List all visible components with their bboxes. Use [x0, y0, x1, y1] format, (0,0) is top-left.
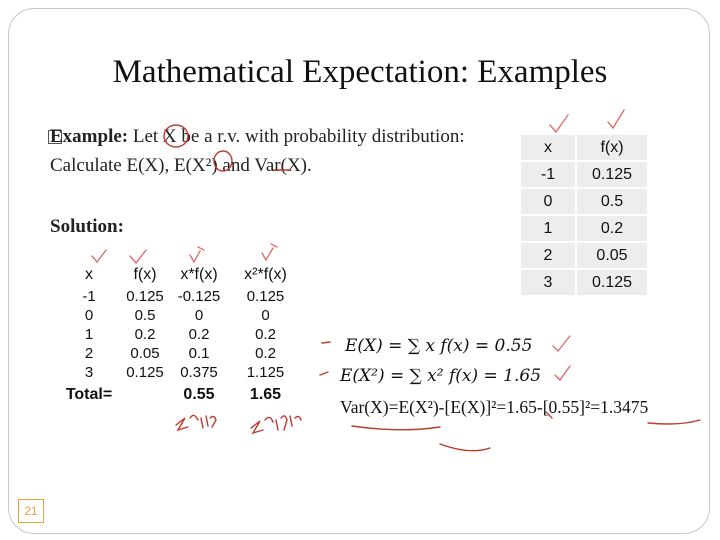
- underline-mark: [647, 419, 701, 425]
- header-x: x: [85, 266, 93, 283]
- slide-title: Mathematical Expectation: Examples: [112, 54, 608, 90]
- cell-x: 3: [84, 364, 94, 381]
- cell-x: 0: [84, 307, 94, 324]
- cell-fx: 0.5: [134, 307, 156, 324]
- dash-mark: [319, 371, 329, 376]
- cell-fx: 0.125: [126, 364, 164, 381]
- cell-fx: 0.2: [575, 214, 649, 243]
- cell-fx: 0.125: [575, 160, 649, 189]
- tick-mark: [91, 249, 107, 264]
- cell-x: 0: [519, 187, 577, 216]
- distribution-table: x f(x) -1 0.125 0 0.5 1 0.2 2 0.05 3 0.125: [519, 133, 649, 297]
- cell-x2fx: 0.125: [246, 288, 285, 305]
- example-label: Example:: [50, 126, 129, 147]
- total-xfx: 0.55: [183, 386, 215, 403]
- cell-xfx: 0.1: [188, 345, 210, 362]
- cell-x: 1: [519, 214, 577, 243]
- cell-fx: 0.05: [575, 241, 649, 270]
- cell-x2fx: 0.2: [255, 345, 276, 362]
- table-row: -1 0.125: [519, 160, 649, 189]
- cell-x: 2: [519, 241, 577, 270]
- table-row: 0 0.5 0 0: [58, 306, 303, 325]
- sigma-xfx-scribble: [175, 414, 217, 432]
- cell-x2fx: 0: [261, 307, 270, 324]
- header-fx: f(x): [575, 133, 649, 162]
- cell-x2fx: 0.2: [255, 326, 276, 343]
- page-number: 21: [18, 499, 44, 523]
- dash-mark: [545, 411, 553, 419]
- second-moment-equation: E(X²) = ∑ x² f(x) = 1.65: [340, 366, 542, 386]
- dash-mark: [321, 341, 331, 344]
- cell-x2fx: 1.125: [246, 364, 285, 381]
- header-x2fx: x²*f(x): [244, 266, 287, 283]
- table-row: 2 0.05: [519, 241, 649, 270]
- tick-mark: [189, 246, 205, 264]
- bullet-icon: [48, 130, 62, 144]
- solution-table: x f(x) x*f(x) x²*f(x) -1 0.125 -0.125 0.125…: [58, 263, 303, 408]
- tick-mark: [552, 335, 571, 353]
- example-line: Example: Let X be a r.v. with probabilit…: [50, 126, 465, 148]
- example-text: Let X be a r.v. with probability distrib…: [132, 126, 465, 147]
- table-row: -1 0.125 -0.125 0.125: [58, 287, 303, 306]
- sigma-x2fx-scribble: [250, 415, 302, 435]
- cell-x: 1: [84, 326, 94, 343]
- total-row: Total= 0.55 1.65: [58, 382, 303, 408]
- cell-xfx: 0: [194, 307, 204, 324]
- table-row: 0 0.5: [519, 187, 649, 216]
- cell-fx: 0.125: [126, 288, 164, 305]
- cell-xfx: 0.375: [180, 364, 218, 381]
- cell-x: -1: [82, 288, 96, 305]
- tick-mark: [607, 109, 625, 130]
- slide-frame: [8, 8, 710, 534]
- cell-x: -1: [519, 160, 577, 189]
- tick-mark: [554, 365, 571, 382]
- cell-x: 2: [84, 345, 94, 362]
- tick-mark: [129, 249, 147, 265]
- header-x: x: [519, 133, 577, 162]
- expectation-equation: E(X) = ∑ x f(x) = 0.55: [345, 336, 533, 356]
- underline-mark: [351, 425, 441, 431]
- circle-mark: [163, 124, 189, 148]
- table-header-row: x f(x): [519, 133, 649, 162]
- table-row: 1 0.2: [519, 214, 649, 243]
- table-row: 1 0.2 0.2 0.2: [58, 325, 303, 344]
- table-row: 2 0.05 0.1 0.2: [58, 344, 303, 363]
- table-row: 3 0.125: [519, 268, 649, 297]
- total-x2fx: 1.65: [249, 386, 282, 403]
- arc-mark: [439, 443, 491, 452]
- cell-fx: 0.05: [130, 345, 160, 362]
- cell-xfx: -0.125: [177, 288, 221, 305]
- variance-equation: Var(X)=E(X²)-[E(X)]²=1.65-[0.55]²=1.3475: [340, 397, 649, 417]
- table-header-row: x f(x) x*f(x) x²*f(x): [58, 263, 303, 287]
- tick-mark: [549, 114, 569, 134]
- cell-fx: 0.5: [575, 187, 649, 216]
- header-xfx: x*f(x): [180, 266, 218, 283]
- total-label: Total=: [65, 386, 113, 403]
- cell-xfx: 0.2: [188, 326, 210, 343]
- header-fx: f(x): [133, 266, 157, 283]
- example-instruction: Calculate E(X), E(X²) and Var(X).: [50, 155, 312, 176]
- table-row: 3 0.125 0.375 1.125: [58, 363, 303, 382]
- solution-label: Solution:: [50, 216, 124, 237]
- circle-mark: [213, 150, 233, 172]
- tick-mark: [261, 243, 278, 262]
- cell-fx: 0.2: [134, 326, 156, 343]
- cell-x: 3: [519, 268, 577, 297]
- cell-fx: 0.125: [575, 268, 649, 297]
